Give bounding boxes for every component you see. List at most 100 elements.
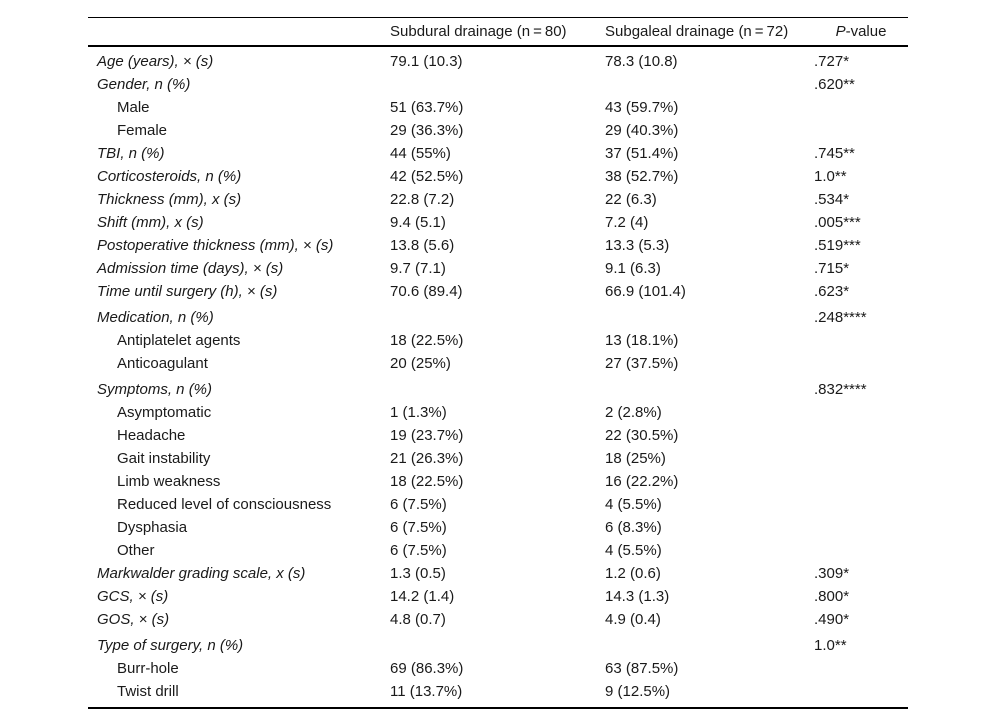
- p-value: .800*: [814, 588, 850, 605]
- subdural-value: 13.8 (5.6): [390, 237, 455, 254]
- comparison-table: Subdural drainage (n = 80) Subgaleal dra…: [88, 17, 908, 709]
- row-label: Female: [117, 122, 168, 139]
- table-row: Headache 19 (23.7%) 22 (30.5%): [88, 424, 908, 447]
- table-row: Gait instability 21 (26.3%) 18 (25%): [88, 447, 908, 470]
- table-row: Gender, n (%) .620**: [88, 73, 908, 96]
- table-row: Anticoagulant 20 (25%) 27 (37.5%): [88, 352, 908, 375]
- row-label: Twist drill: [117, 683, 179, 700]
- col-header-subgaleal: Subgaleal drainage (n = 72): [605, 23, 789, 40]
- p-value: .490*: [814, 611, 850, 628]
- subgaleal-value: 78.3 (10.8): [605, 53, 678, 70]
- subgaleal-value: 18 (25%): [605, 450, 666, 467]
- table-row: Limb weakness 18 (22.5%) 16 (22.2%): [88, 470, 908, 493]
- subgaleal-value: 6 (8.3%): [605, 519, 662, 536]
- subdural-value: 22.8 (7.2): [390, 191, 455, 208]
- p-value: 1.0**: [814, 168, 847, 185]
- p-value: .005***: [814, 214, 861, 231]
- subdural-value: 70.6 (89.4): [390, 283, 463, 300]
- p-value: .534*: [814, 191, 850, 208]
- subgaleal-value: 22 (6.3): [605, 191, 657, 208]
- table-row: Twist drill 11 (13.7%) 9 (12.5%): [88, 680, 908, 703]
- row-label: Headache: [117, 427, 186, 444]
- subdural-value: 6 (7.5%): [390, 542, 447, 559]
- row-label: Gait instability: [117, 450, 211, 467]
- subdural-value: 18 (22.5%): [390, 473, 464, 490]
- row-label: Limb weakness: [117, 473, 221, 490]
- row-label: GOS, × (s): [97, 611, 170, 628]
- subdural-value: 20 (25%): [390, 355, 451, 372]
- row-label: Other: [117, 542, 155, 559]
- row-label: Antiplatelet agents: [117, 332, 241, 349]
- row-label: Thickness (mm), x (s): [97, 191, 242, 208]
- row-label: Anticoagulant: [117, 355, 208, 372]
- table-row: Asymptomatic 1 (1.3%) 2 (2.8%): [88, 401, 908, 424]
- subgaleal-value: 37 (51.4%): [605, 145, 679, 162]
- table-row: Age (years), × (s) 79.1 (10.3) 78.3 (10.…: [88, 50, 908, 73]
- table-row: Male 51 (63.7%) 43 (59.7%): [88, 96, 908, 119]
- subdural-value: 42 (52.5%): [390, 168, 464, 185]
- table-row: GOS, × (s) 4.8 (0.7) 4.9 (0.4) .490*: [88, 608, 908, 631]
- table-row: Burr-hole 69 (86.3%) 63 (87.5%): [88, 657, 908, 680]
- subgaleal-value: 29 (40.3%): [605, 122, 679, 139]
- table-header-row: Subdural drainage (n = 80) Subgaleal dra…: [88, 18, 908, 47]
- subdural-value: 6 (7.5%): [390, 519, 447, 536]
- p-value: .727*: [814, 53, 850, 70]
- subdural-value: 79.1 (10.3): [390, 53, 463, 70]
- p-value: 1.0**: [814, 637, 847, 654]
- row-label: Age (years), × (s): [97, 53, 214, 70]
- row-label: Asymptomatic: [117, 404, 212, 421]
- row-label: Symptoms, n (%): [97, 381, 213, 398]
- table-row: Markwalder grading scale, x (s) 1.3 (0.5…: [88, 562, 908, 585]
- row-label: GCS, × (s): [97, 588, 169, 605]
- table-row: Other 6 (7.5%) 4 (5.5%): [88, 539, 908, 562]
- p-value: .248****: [814, 309, 867, 326]
- subdural-value: 19 (23.7%): [390, 427, 464, 444]
- subdural-value: 51 (63.7%): [390, 99, 464, 116]
- subdural-value: 6 (7.5%): [390, 496, 447, 513]
- subgaleal-value: 13.3 (5.3): [605, 237, 670, 254]
- col-header-pvalue: P-value: [814, 23, 908, 40]
- table-row: Type of surgery, n (%) 1.0**: [88, 631, 908, 657]
- subdural-value: 9.4 (5.1): [390, 214, 446, 231]
- table-body: Age (years), × (s) 79.1 (10.3) 78.3 (10.…: [88, 47, 908, 707]
- subgaleal-value: 22 (30.5%): [605, 427, 679, 444]
- subdural-value: 11 (13.7%): [390, 683, 463, 700]
- subdural-value: 1 (1.3%): [390, 404, 447, 421]
- row-label: Reduced level of consciousness: [117, 496, 332, 513]
- subdural-value: 14.2 (1.4): [390, 588, 455, 605]
- table-row: Shift (mm), x (s) 9.4 (5.1) 7.2 (4) .005…: [88, 211, 908, 234]
- subgaleal-value: 27 (37.5%): [605, 355, 679, 372]
- subdural-value: 1.3 (0.5): [390, 565, 446, 582]
- subdural-value: 9.7 (7.1): [390, 260, 446, 277]
- subgaleal-value: 7.2 (4): [605, 214, 649, 231]
- row-label: Medication, n (%): [97, 309, 214, 326]
- subgaleal-value: 4 (5.5%): [605, 496, 662, 513]
- row-label: Markwalder grading scale, x (s): [97, 565, 306, 582]
- row-label: Type of surgery, n (%): [97, 637, 244, 654]
- row-label: Shift (mm), x (s): [97, 214, 204, 231]
- subgaleal-value: 16 (22.2%): [605, 473, 679, 490]
- p-value: .832****: [814, 381, 867, 398]
- row-label: Time until surgery (h), × (s): [97, 283, 278, 300]
- table-row: Time until surgery (h), × (s) 70.6 (89.4…: [88, 280, 908, 303]
- subgaleal-value: 9.1 (6.3): [605, 260, 661, 277]
- table-row: Dysphasia 6 (7.5%) 6 (8.3%): [88, 516, 908, 539]
- table-row: TBI, n (%) 44 (55%) 37 (51.4%) .745**: [88, 142, 908, 165]
- subgaleal-value: 9 (12.5%): [605, 683, 671, 700]
- row-label: Male: [117, 99, 150, 116]
- table-row: Postoperative thickness (mm), × (s) 13.8…: [88, 234, 908, 257]
- subdural-value: 29 (36.3%): [390, 122, 464, 139]
- subdural-value: 21 (26.3%): [390, 450, 464, 467]
- row-label: Postoperative thickness (mm), × (s): [97, 237, 334, 254]
- row-label: Burr-hole: [117, 660, 179, 677]
- subgaleal-value: 43 (59.7%): [605, 99, 679, 116]
- p-value: .745**: [814, 145, 855, 162]
- row-label: Admission time (days), × (s): [97, 260, 284, 277]
- table-row: Corticosteroids, n (%) 42 (52.5%) 38 (52…: [88, 165, 908, 188]
- p-value: .519***: [814, 237, 861, 254]
- col-header-subdural: Subdural drainage (n = 80): [390, 23, 567, 40]
- subgaleal-value: 4.9 (0.4): [605, 611, 661, 628]
- subgaleal-value: 13 (18.1%): [605, 332, 679, 349]
- p-value: .309*: [814, 565, 850, 582]
